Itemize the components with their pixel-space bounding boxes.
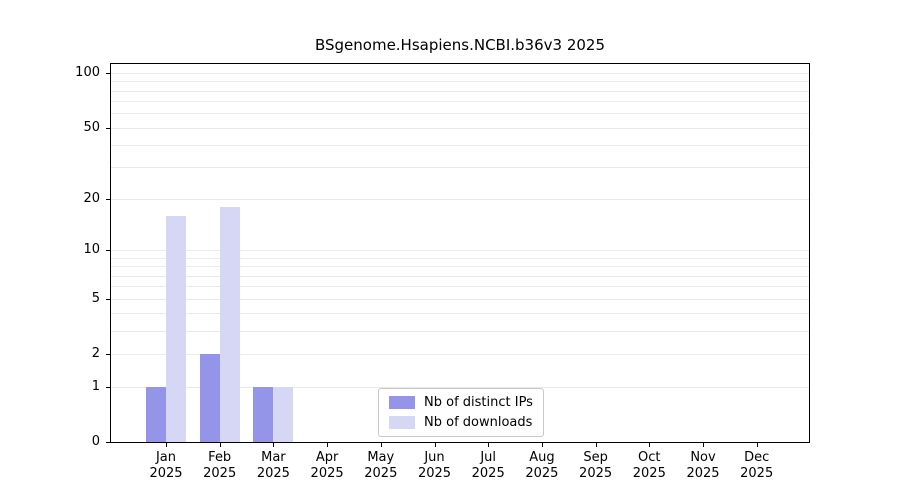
y-axis-tick-mark bbox=[106, 354, 110, 356]
legend-swatch-downloads bbox=[389, 416, 415, 429]
x-axis-tick-mark bbox=[756, 443, 758, 447]
legend-item-distinct-ips: Nb of distinct IPs bbox=[389, 395, 533, 410]
gridline bbox=[111, 286, 809, 288]
x-tick-month: Aug bbox=[529, 450, 555, 465]
x-tick-year: 2025 bbox=[579, 466, 613, 481]
gridline bbox=[111, 167, 809, 169]
y-axis-tick-mark bbox=[106, 198, 110, 200]
x-axis-tick-label: Jun 2025 bbox=[403, 450, 467, 482]
x-axis-tick-label: Dec 2025 bbox=[725, 450, 789, 482]
bar-distinct-ips-jan bbox=[146, 386, 166, 442]
x-axis-tick-mark bbox=[434, 443, 436, 447]
gridline bbox=[111, 266, 809, 268]
x-tick-month: Oct bbox=[638, 450, 661, 465]
x-tick-year: 2025 bbox=[417, 466, 452, 481]
y-axis-tick-mark bbox=[106, 73, 110, 74]
x-axis-tick-label: Sep 2025 bbox=[564, 450, 628, 482]
gridline bbox=[111, 81, 809, 83]
x-axis-tick-mark bbox=[380, 443, 382, 447]
gridline bbox=[111, 250, 809, 252]
x-axis-tick-label: Oct 2025 bbox=[617, 450, 681, 482]
y-axis-tick-mark bbox=[106, 127, 110, 129]
x-axis-tick-label: Apr 2025 bbox=[295, 450, 359, 482]
x-axis-tick-label: May 2025 bbox=[349, 450, 413, 482]
x-axis-tick-label: Feb 2025 bbox=[188, 450, 252, 482]
gridline bbox=[111, 145, 809, 147]
y-axis-tick-mark bbox=[106, 298, 110, 300]
y-axis-tick-label: 100 bbox=[75, 65, 100, 80]
x-tick-year: 2025 bbox=[364, 466, 398, 481]
y-axis-tick-mark bbox=[106, 442, 110, 443]
bar-downloads-feb bbox=[219, 206, 240, 442]
x-tick-month: Dec bbox=[744, 450, 770, 465]
bar-downloads-jan bbox=[166, 215, 186, 442]
legend-label-distinct-ips: Nb of distinct IPs bbox=[424, 395, 533, 410]
y-axis-tick-label: 1 bbox=[91, 378, 100, 394]
x-tick-month: Jul bbox=[480, 450, 497, 465]
gridline bbox=[111, 386, 809, 388]
x-axis-tick-label: Jul 2025 bbox=[456, 450, 520, 482]
gridline bbox=[111, 113, 809, 115]
y-axis-tick-mark bbox=[106, 250, 110, 252]
x-tick-year: 2025 bbox=[740, 466, 774, 481]
x-tick-year: 2025 bbox=[525, 466, 559, 481]
legend-label-downloads: Nb of downloads bbox=[424, 415, 533, 430]
x-axis-tick-mark bbox=[703, 443, 704, 447]
gridline bbox=[111, 127, 809, 129]
x-axis-tick-mark bbox=[541, 443, 543, 447]
y-axis-tick-mark bbox=[106, 386, 110, 388]
x-axis-tick-label: Mar 2025 bbox=[241, 450, 305, 482]
bar-distinct-ips-feb bbox=[199, 354, 220, 442]
y-axis-tick-label: 2 bbox=[91, 346, 100, 362]
legend-swatch-distinct-ips bbox=[389, 396, 415, 409]
x-tick-month: Mar bbox=[261, 450, 286, 465]
y-axis-tick-label: 50 bbox=[83, 119, 100, 135]
chart-title: BSgenome.Hsapiens.NCBI.b36v3 2025 bbox=[314, 36, 606, 54]
x-tick-year: 2025 bbox=[149, 466, 183, 481]
gridline bbox=[111, 101, 809, 103]
x-tick-year: 2025 bbox=[256, 466, 290, 481]
y-axis-tick-label: 5 bbox=[91, 290, 100, 306]
y-axis-tick-label: 0 bbox=[91, 434, 100, 449]
plot-area: Nb of distinct IPs Nb of downloads bbox=[110, 63, 810, 443]
bar-distinct-ips-mar bbox=[253, 386, 274, 442]
gridline bbox=[111, 298, 809, 300]
x-tick-year: 2025 bbox=[203, 466, 237, 481]
x-tick-year: 2025 bbox=[471, 466, 505, 481]
gridline bbox=[111, 257, 809, 259]
bar-downloads-mar bbox=[273, 386, 294, 442]
y-axis-tick-label: 20 bbox=[83, 190, 100, 206]
x-axis-tick-label: Aug 2025 bbox=[510, 450, 574, 482]
x-tick-month: Jun bbox=[424, 450, 445, 465]
x-tick-month: May bbox=[367, 450, 395, 465]
legend-item-downloads: Nb of downloads bbox=[389, 415, 533, 430]
x-tick-month: Nov bbox=[690, 450, 716, 465]
x-tick-month: Sep bbox=[583, 450, 608, 465]
x-tick-month: Feb bbox=[208, 450, 232, 465]
legend: Nb of distinct IPs Nb of downloads bbox=[378, 388, 544, 437]
gridline bbox=[111, 331, 809, 333]
x-tick-year: 2025 bbox=[686, 466, 720, 481]
x-axis-tick-mark bbox=[649, 443, 651, 447]
gridline bbox=[111, 90, 809, 92]
x-axis-tick-mark bbox=[327, 443, 329, 447]
gridline bbox=[111, 198, 809, 200]
x-axis-tick-mark bbox=[273, 443, 275, 447]
x-axis-tick-mark bbox=[595, 443, 597, 447]
gridline bbox=[111, 73, 809, 74]
x-axis-tick-mark bbox=[219, 443, 221, 447]
gridline bbox=[111, 275, 809, 277]
x-axis-tick-label: Jan 2025 bbox=[134, 450, 198, 482]
x-tick-month: Jan bbox=[155, 450, 177, 465]
y-axis-tick-label: 10 bbox=[83, 242, 100, 258]
x-axis-tick-mark bbox=[488, 443, 490, 447]
x-tick-year: 2025 bbox=[632, 466, 666, 481]
gridline bbox=[111, 313, 809, 315]
x-axis-tick-label: Nov 2025 bbox=[671, 450, 735, 482]
x-tick-month: Apr bbox=[315, 450, 339, 465]
gridline bbox=[111, 354, 809, 356]
x-tick-year: 2025 bbox=[310, 466, 344, 481]
x-axis-tick-mark bbox=[166, 443, 167, 447]
